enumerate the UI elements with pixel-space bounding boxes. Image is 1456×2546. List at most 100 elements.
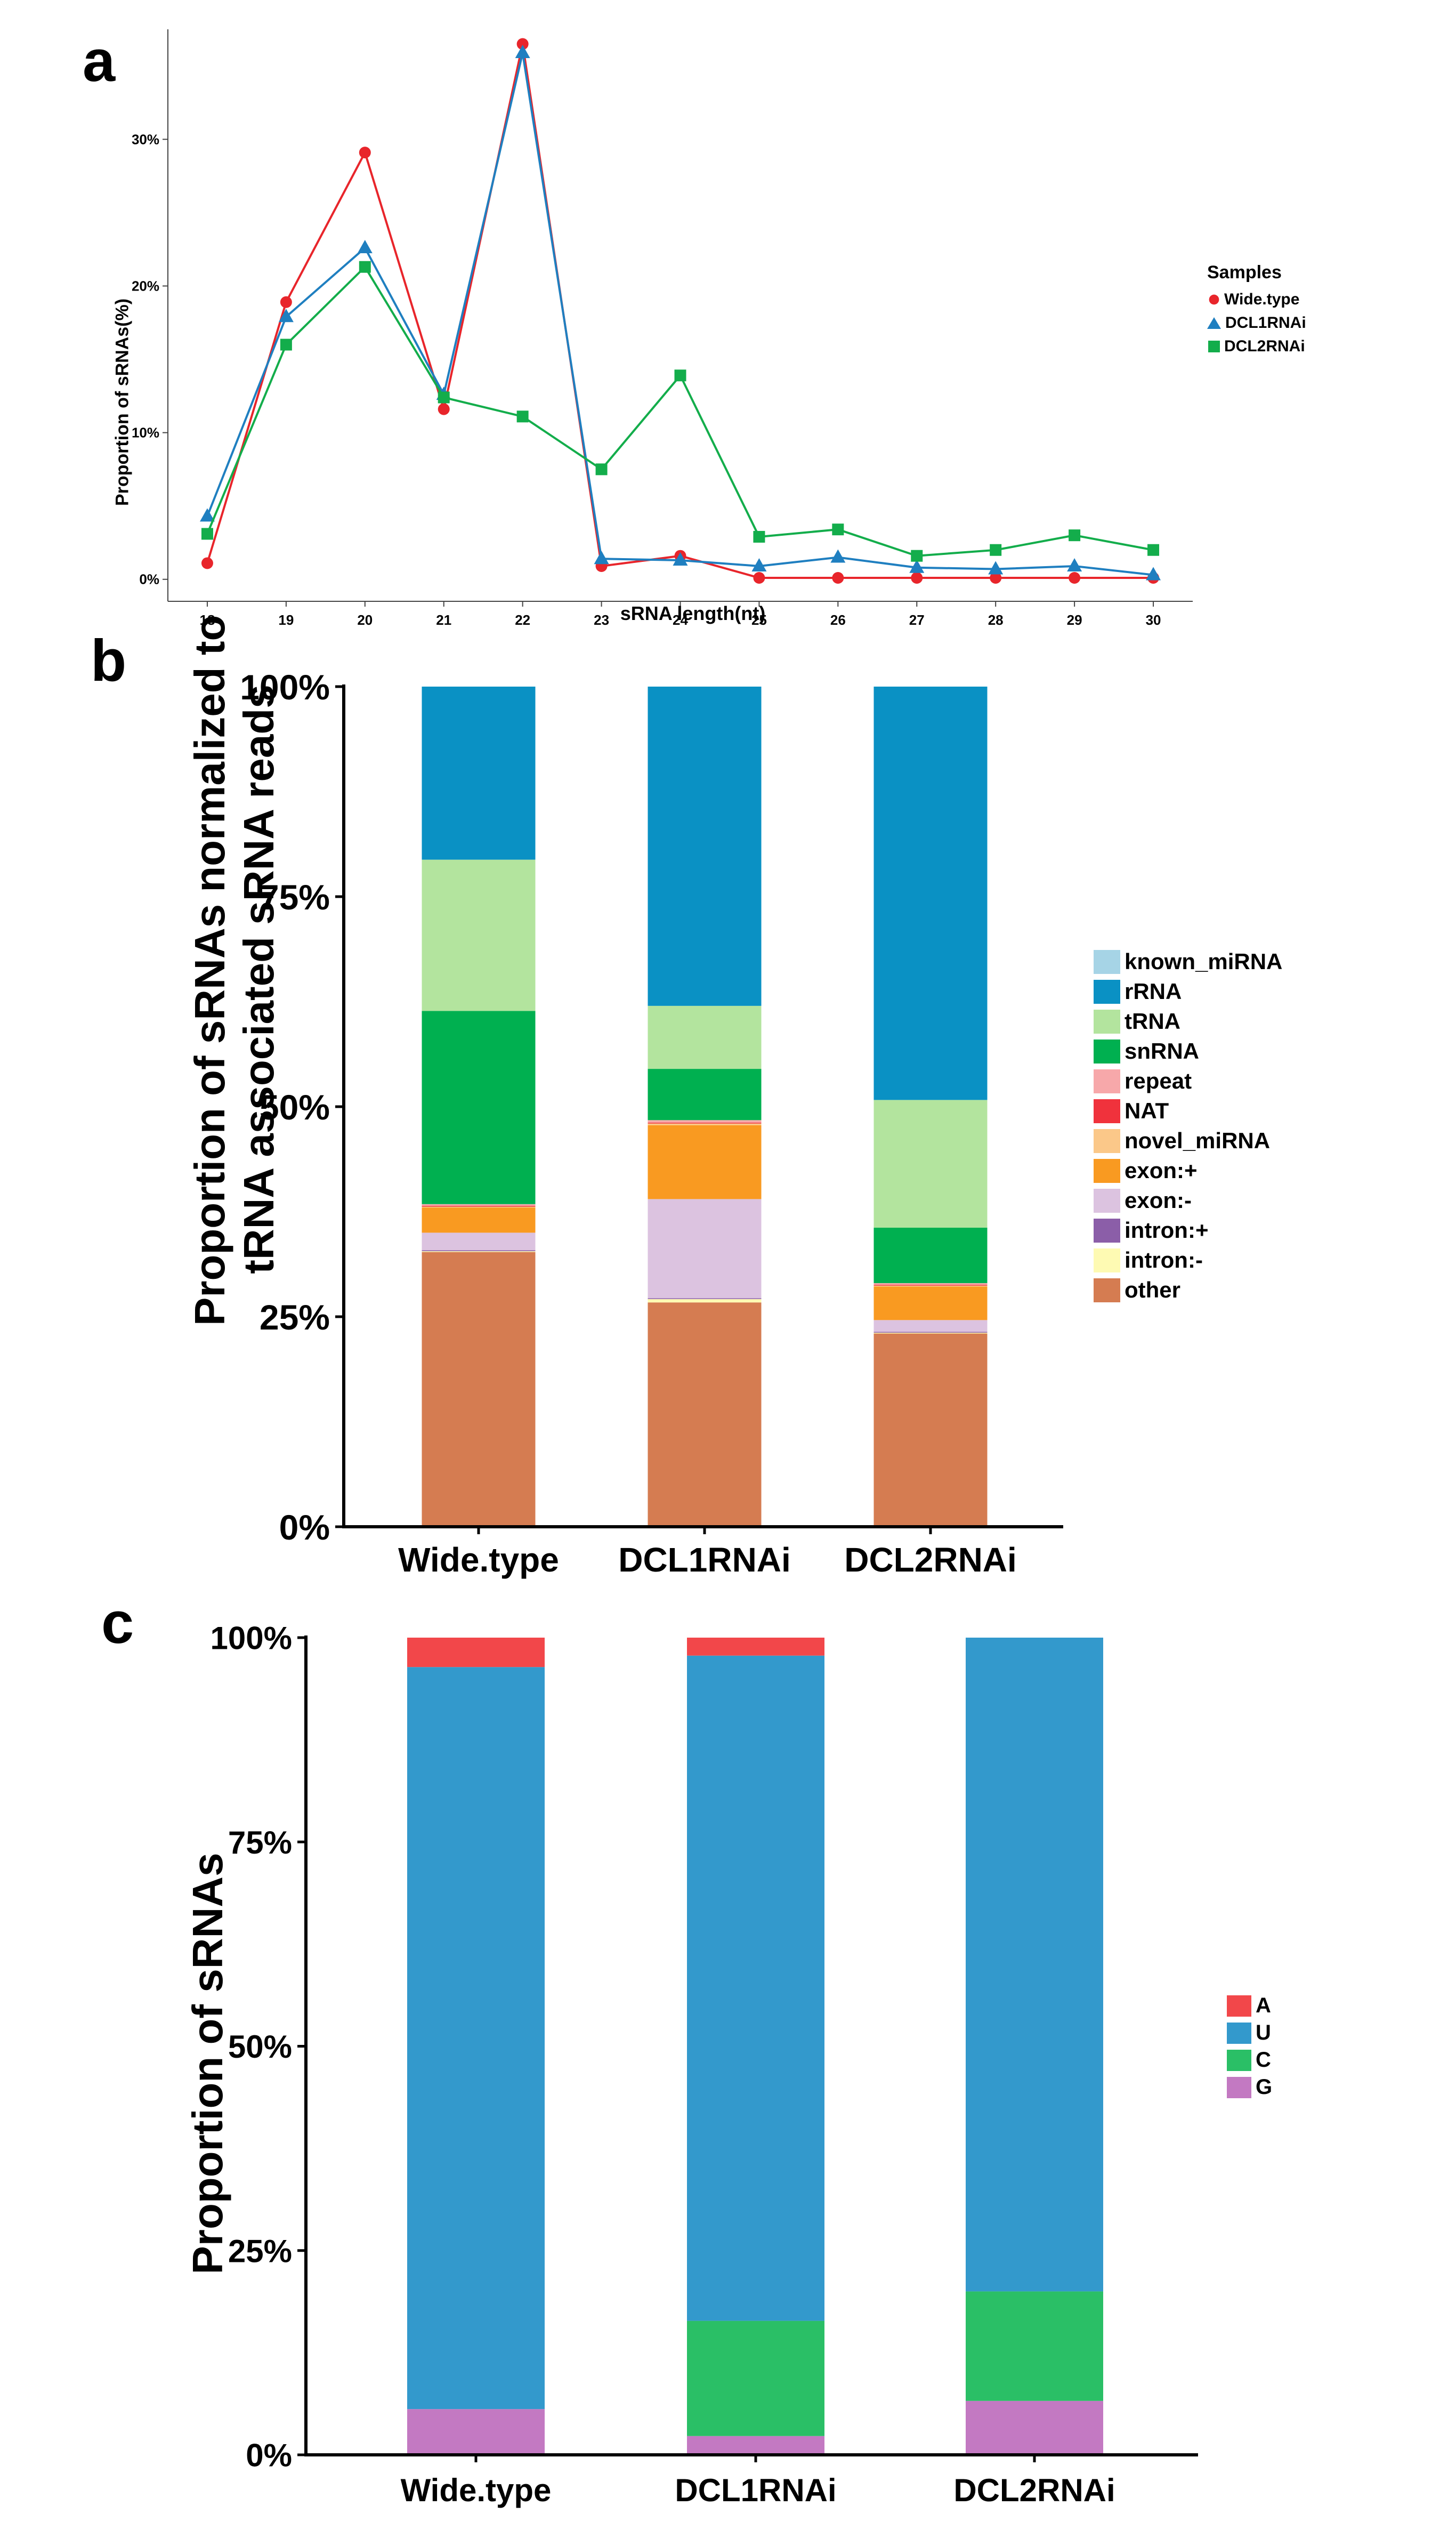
y-tick-label-b: 0% [279,1508,330,1547]
legend-item-c-label: C [1256,2048,1271,2072]
bar-segment-exon- [873,1286,988,1320]
y-axis-label-c: Proportion of sRNAs [184,1852,231,2275]
legend-item-c: C [1227,2048,1272,2072]
bar-segment-intron- [873,1332,988,1333]
y-tick-label-b: 100% [240,667,330,707]
legend-item-wide-type: Wide.type [1207,291,1306,309]
data-point-dcl2rnai [753,530,765,543]
x-tick-label-c: DCL1RNAi [675,2472,836,2508]
series-line-dcl2rnai [206,265,1154,557]
x-tick-label-b: DCL1RNAi [618,1541,791,1579]
x-tick-label-c: Wide.type [401,2472,552,2508]
line-chart-a: 0% 10% 20% 30% 18 19 20 21 22 23 24 25 26 27 28 29 30 [132,29,1193,628]
bar-segment-exon- [422,1232,536,1251]
panel-label-c: c [101,1590,134,1656]
legend-item-nat: NAT [1094,1098,1282,1124]
bar-segment-c [687,2321,824,2436]
data-point-dcl1rnai [1146,567,1161,581]
legend-item-dcl2rnai: DCL2RNAi [1207,337,1306,356]
series-line-dcl1rnai [206,52,1154,576]
legend-item-repeat: repeat [1094,1068,1282,1094]
bar-segment-other [873,1333,988,1527]
data-point-dcl1rnai [515,45,530,59]
y-tick-label-c: 100% [211,1621,292,1656]
data-point-dcl1rnai [673,552,688,566]
legend-item-novel-mirna: novel_miRNA [1094,1128,1282,1154]
x-tick-label-c: DCL2RNAi [953,2472,1115,2508]
legend-item-nat-swatch [1094,1099,1120,1123]
data-point-dcl1rnai [751,558,767,571]
x-tick-label-a: 28 [988,612,1004,628]
x-tick-label-a: 18 [200,612,215,628]
legend-item-other-label: other [1125,1277,1180,1302]
legend-item-exon--swatch [1094,1188,1120,1213]
data-point-dcl1rnai [357,239,373,253]
legend-item-trna-swatch [1094,1009,1120,1034]
legend-item-dcl1rnai-label: DCL1RNAi [1225,314,1306,332]
legend-item-other: other [1094,1277,1282,1303]
y-tick-label-c: 75% [228,1825,292,1860]
stacked-bar-chart-c: 0% 25% 50% 75% 100% Wide.type DCL1RNAi DCL2RNAi [211,1621,1198,2508]
data-point-wide-type [280,296,292,308]
panel-label-a: a [83,28,116,94]
bar-segment-g [966,2400,1103,2455]
data-point-dcl1rnai [1067,558,1082,571]
legend-item-dcl2rnai-swatch [1208,341,1220,352]
legend-item-u-label: U [1256,2021,1271,2044]
legend-item-exon--swatch [1094,1158,1120,1183]
x-tick-label-a: 23 [594,612,609,628]
data-point-dcl2rnai [911,550,923,562]
legend-item-c-swatch [1227,2049,1251,2071]
y-tick-label-b: 50% [260,1087,330,1127]
legend-item-trna-label: tRNA [1125,1009,1180,1034]
panel-b: 0% 25% 50% 75% 100% Wide.type DCL1RNAi DCL2RNAi… [0,615,1456,1589]
bar-segment-trna [648,1005,762,1069]
legend-item-intron--swatch [1094,1218,1120,1243]
x-tick-label-b: DCL2RNAi [844,1541,1017,1579]
legend-item-g-swatch [1227,2076,1251,2098]
legend-item-intron-: intron:- [1094,1247,1282,1273]
y-tick-label-c: 50% [228,2029,292,2065]
bar-segment-nat [422,1205,536,1207]
data-point-dcl2rnai [201,528,213,540]
bar-segment-trna [873,1100,988,1228]
bar-segment-snrna [873,1227,988,1283]
legend-item-trna: tRNA [1094,1009,1282,1034]
data-point-dcl1rnai [988,561,1004,575]
bar-segment-other [422,1252,536,1527]
bar-segment-rrna [873,687,988,1100]
data-point-wide-type [753,571,765,584]
panel-a: 0% 10% 20% 30% 18 19 20 21 22 23 24 25 26 27 28 29 30 a … [0,0,1456,629]
bar-segment-nat [873,1285,988,1286]
y-tick-label-b: 75% [260,877,330,917]
x-tick-label-a: 25 [751,612,767,628]
bar-segment-exon- [873,1320,988,1332]
data-point-dcl1rnai [278,309,294,323]
bar-segment-a [407,1638,545,1667]
data-point-dcl2rnai [438,391,450,404]
data-point-dcl2rnai [516,410,529,423]
legend-a: Samples Wide.type DCL1RNAi DCL2RNAi [1207,262,1306,361]
panel-c: 0% 25% 50% 75% 100% Wide.type DCL1RNAi DCL2RNAi… [0,1589,1456,2546]
data-point-wide-type [832,571,844,584]
data-point-dcl2rnai [1147,544,1160,556]
bar-segment-g [687,2436,824,2455]
legend-item-intron--label: intron:+ [1125,1218,1209,1243]
legend-item-snrna-swatch [1094,1039,1120,1063]
legend-title-a: Samples [1207,262,1282,283]
x-tick-label-a: 30 [1146,612,1161,628]
bar-segment-intron- [873,1332,988,1334]
y-axis-label-a: Proportion of sRNAs(%) [112,298,133,506]
legend-item-g-label: G [1256,2075,1273,2099]
legend-item-rrna: rRNA [1094,979,1282,1004]
legend-item-known-mirna-label: known_miRNA [1125,949,1283,974]
bar-segment-repeat [648,1120,762,1123]
bar-segment-exon- [648,1199,762,1299]
legend-item-exon-: exon:+ [1094,1158,1282,1183]
legend-item-exon-: exon:- [1094,1188,1282,1213]
bar-segment-intron- [648,1299,762,1303]
x-axis-label-a: sRNA length(nt) [620,602,766,624]
legend-item-u: U [1227,2021,1272,2045]
legend-item-a-swatch [1227,1995,1251,2017]
legend-item-snrna: snRNA [1094,1038,1282,1064]
